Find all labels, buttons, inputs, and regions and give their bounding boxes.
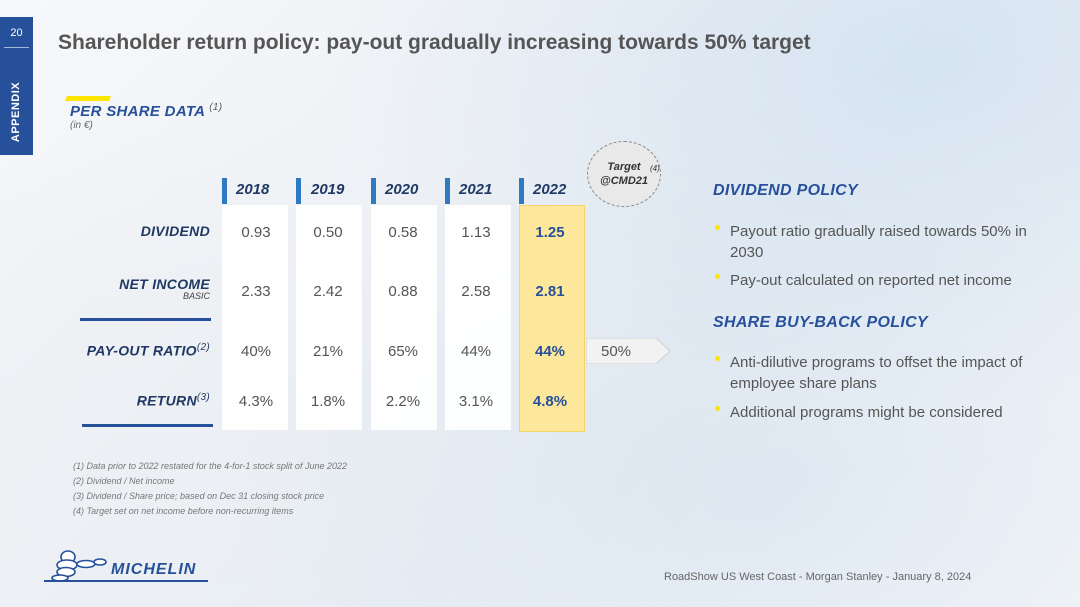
- table-cell-highlight: 44%: [534, 343, 566, 360]
- buyback-policy-bullet: Anti-dilutive programs to offset the imp…: [730, 354, 1023, 392]
- row-label-text: PAY-OUT RATIO: [86, 342, 197, 359]
- page-title: Shareholder return policy: pay-out gradu…: [58, 31, 811, 54]
- buyback-policy-title: SHARE BUY-BACK POLICY: [713, 314, 928, 331]
- target-line1: Target: [607, 161, 641, 173]
- table-cell: 1.8%: [310, 393, 346, 410]
- year-header: 2021: [459, 181, 493, 198]
- table-cell-highlight: 4.8%: [532, 393, 568, 410]
- footnote: (4) Target set on net income before non-…: [73, 506, 294, 516]
- logo-underline: [44, 580, 208, 582]
- column-strip-2021: [445, 205, 511, 430]
- year-header: 2020: [385, 181, 419, 198]
- year-header: 2019: [311, 181, 345, 198]
- column-strip-2019: [296, 205, 362, 430]
- row-label-payout-ratio: PAY-OUT RATIO(2): [87, 342, 210, 359]
- column-strip-2020: [371, 205, 437, 430]
- table-cell: 2.2%: [385, 393, 421, 410]
- michelin-logo-text: MICHELIN: [111, 561, 197, 578]
- footnote: (3) Dividend / Share price; based on Dec…: [73, 491, 325, 501]
- tab-divider: [4, 47, 29, 48]
- year-marker: [222, 178, 227, 204]
- year-marker: [445, 178, 450, 204]
- dividend-policy-bullet: Pay-out calculated on reported net incom…: [730, 272, 1012, 289]
- target-bubble: Target (4) @CMD21: [587, 141, 661, 207]
- table-cell: 3.1%: [458, 393, 494, 410]
- row-label-note: (2): [196, 342, 210, 353]
- table-cell: 0.50: [313, 224, 343, 241]
- year-marker: [519, 178, 524, 204]
- table-cell: 40%: [240, 343, 272, 360]
- dividend-policy-bullet: Payout ratio gradually raised towards 50…: [730, 223, 1027, 261]
- heading-accent: [65, 96, 111, 101]
- per-share-unit: (in €): [70, 120, 93, 131]
- row-label-dividend: DIVIDEND: [141, 223, 210, 239]
- target-arrow: [586, 338, 670, 364]
- page-number: 20: [10, 27, 23, 39]
- row-label-note: (3): [196, 392, 210, 403]
- footer-text: RoadShow US West Coast - Morgan Stanley …: [664, 571, 972, 583]
- bullet-icon: [715, 356, 720, 361]
- table-cell: 2.42: [313, 283, 343, 300]
- table-cell: 0.88: [388, 283, 418, 300]
- payout-target-value: 50%: [601, 343, 632, 360]
- footnote: (1) Data prior to 2022 restated for the …: [73, 461, 347, 471]
- section-tab: 20 APPENDIX: [0, 17, 33, 155]
- table-cell: 21%: [312, 343, 344, 360]
- row-divider: [82, 424, 213, 427]
- table-cell: 2.58: [461, 283, 491, 300]
- column-strip-2022-highlight: [519, 205, 585, 432]
- buyback-policy-bullet: Additional programs might be considered: [730, 404, 1003, 421]
- row-label-text: RETURN: [136, 392, 197, 409]
- row-label-text: NET INCOME: [119, 276, 210, 292]
- row-label-net-income: NET INCOME: [119, 276, 210, 292]
- column-strip-2018: [222, 205, 288, 430]
- year-header: 2018: [236, 181, 270, 198]
- target-note: (4): [650, 164, 660, 173]
- table-cell: 0.93: [241, 224, 271, 241]
- bullet-icon: [715, 274, 720, 279]
- target-line2: @CMD21: [599, 175, 648, 187]
- footnote: (2) Dividend / Net income: [73, 476, 175, 486]
- table-cell: 2.33: [241, 283, 271, 300]
- dividend-policy-title: DIVIDEND POLICY: [713, 182, 858, 199]
- row-label-text: DIVIDEND: [140, 223, 210, 239]
- table-cell: 0.58: [388, 224, 418, 241]
- row-sublabel-basic: BASIC: [182, 291, 210, 301]
- year-header: 2022: [533, 181, 567, 198]
- table-cell: 4.3%: [238, 393, 274, 410]
- table-cell: 44%: [460, 343, 492, 360]
- section-tab-label: APPENDIX: [10, 81, 22, 143]
- bullet-icon: [715, 225, 720, 230]
- per-share-title: PER SHARE DATA (1): [70, 102, 222, 120]
- per-share-note: (1): [209, 102, 223, 113]
- year-marker: [371, 178, 376, 204]
- per-share-title-text: PER SHARE DATA: [70, 103, 205, 120]
- table-cell: 65%: [387, 343, 419, 360]
- row-label-return: RETURN(3): [137, 392, 210, 409]
- row-divider: [80, 318, 211, 321]
- bullet-icon: [715, 406, 720, 411]
- table-cell-highlight: 1.25: [535, 224, 565, 241]
- table-cell: 1.13: [461, 224, 491, 241]
- year-marker: [296, 178, 301, 204]
- bibendum-logo-icon: [51, 550, 107, 582]
- table-cell-highlight: 2.81: [535, 283, 565, 300]
